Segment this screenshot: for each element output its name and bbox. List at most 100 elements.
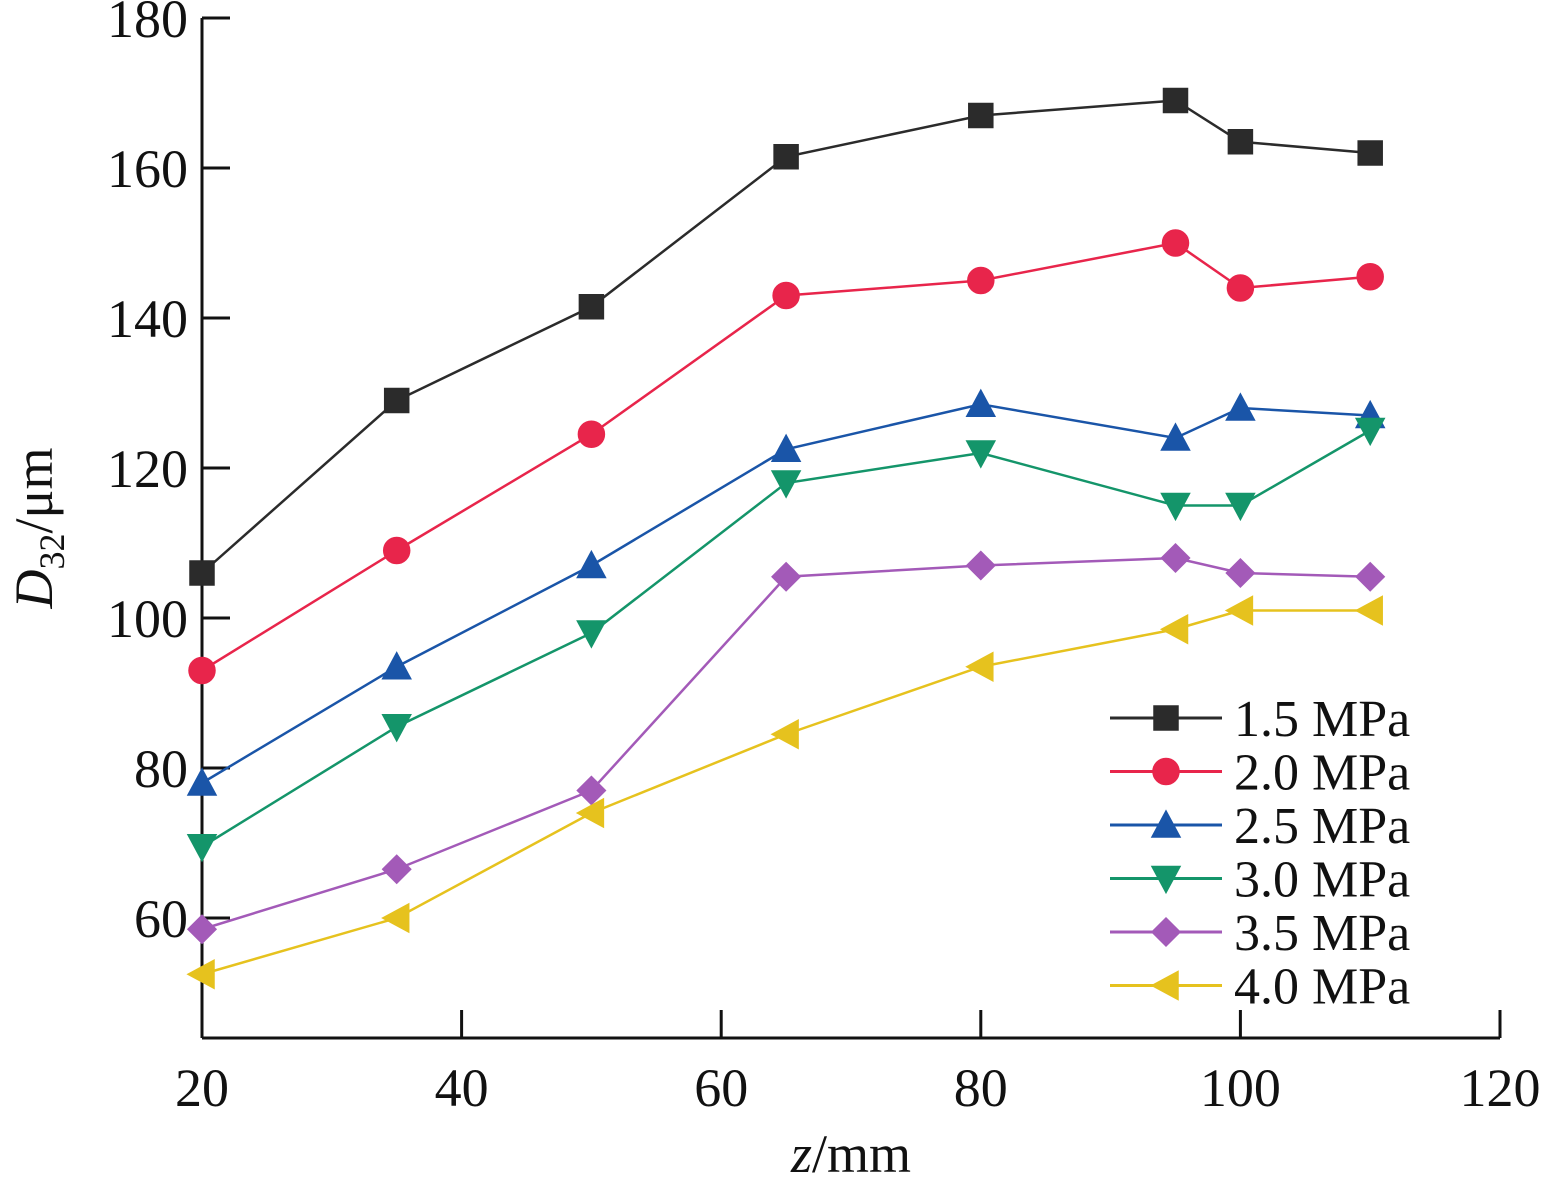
legend-item: 4.0 MPa [1110, 959, 1410, 1016]
data-point-2-5-mpa [1225, 392, 1256, 421]
x-axis-label-var: z [790, 1124, 812, 1177]
x-tick-label: 20 [175, 1058, 229, 1118]
series-line-3-0-mpa [201, 429, 1371, 848]
data-point-1-5-mpa [383, 387, 410, 414]
x-tick-label: 40 [435, 1058, 489, 1118]
data-point-4-0-mpa [381, 902, 410, 934]
legend-marker [1153, 705, 1179, 731]
data-point-1-5-mpa [773, 144, 799, 170]
series-3-5-mpa [186, 542, 1386, 945]
y-tick-label: 120 [107, 439, 188, 499]
x-tick-label: 80 [954, 1058, 1008, 1118]
data-point-3-0-mpa [770, 470, 802, 499]
data-point-3-0-mpa [576, 620, 607, 649]
data-point-2-0-mpa [967, 266, 995, 295]
data-point-3-5-mpa [1225, 557, 1256, 589]
data-point-4-0-mpa [1159, 613, 1189, 645]
y-axis-label-subscript: 32 [32, 533, 72, 569]
legend-item: 2.5 MPa [1110, 798, 1410, 855]
data-point-2-0-mpa [382, 536, 411, 565]
data-point-3-0-mpa [1160, 492, 1191, 522]
data-point-1-5-mpa [968, 102, 994, 129]
data-point-3-5-mpa [186, 914, 218, 945]
x-tick-label: 100 [1200, 1058, 1281, 1118]
data-point-3-0-mpa [1225, 492, 1256, 522]
legend-label: 2.5 MPa [1234, 798, 1410, 855]
axes [200, 18, 1500, 1040]
x-tick-label: 120 [1460, 1058, 1541, 1118]
series-line-3-5-mpa [201, 556, 1371, 931]
data-point-3-0-mpa [381, 714, 412, 743]
x-axis-label-unit: /mm [812, 1124, 911, 1177]
data-point-2-0-mpa [188, 656, 216, 685]
x-tick-label: 60 [694, 1058, 748, 1118]
y-axis-label: D32/μm [4, 448, 72, 610]
y-tick-label: 160 [107, 139, 188, 199]
data-point-3-5-mpa [771, 561, 802, 592]
data-point-3-5-mpa [965, 550, 996, 581]
legend-label: 1.5 MPa [1234, 691, 1410, 748]
series-1-5-mpa [189, 87, 1383, 586]
y-axis-label-unit: /μm [4, 448, 64, 534]
series-2-0-mpa [188, 229, 1384, 685]
data-point-2-5-mpa [576, 549, 607, 579]
legend-marker [1150, 970, 1179, 1001]
data-point-2-5-mpa [186, 767, 218, 796]
legend-marker [1152, 757, 1180, 786]
legend-label: 3.5 MPa [1234, 905, 1410, 962]
data-point-2-5-mpa [1160, 422, 1191, 451]
data-point-3-5-mpa [1160, 542, 1191, 574]
legend-label: 4.0 MPa [1234, 959, 1410, 1016]
data-point-3-5-mpa [381, 854, 412, 885]
data-point-1-5-mpa [1162, 87, 1189, 114]
legend-label: 3.0 MPa [1234, 852, 1410, 909]
data-point-2-5-mpa [965, 388, 997, 417]
y-axis-label-var: D [4, 569, 64, 609]
data-point-2-5-mpa [381, 651, 412, 680]
data-point-1-5-mpa [1227, 129, 1254, 155]
data-point-1-5-mpa [578, 294, 605, 320]
x-ticks: 20 40 60 80 100 120 [175, 1010, 1541, 1118]
legend-item: 1.5 MPa [1110, 691, 1410, 748]
data-point-1-5-mpa [1357, 140, 1383, 166]
data-point-4-0-mpa [770, 718, 799, 750]
data-point-2-5-mpa [770, 433, 802, 462]
data-point-2-0-mpa [1356, 263, 1384, 291]
data-point-2-0-mpa [772, 281, 800, 310]
data-point-4-0-mpa [1354, 595, 1383, 626]
y-tick-label: 140 [107, 289, 188, 349]
series-4-0-mpa [186, 595, 1383, 990]
legend-marker [1150, 916, 1182, 948]
data-point-2-0-mpa [1161, 229, 1190, 257]
data-point-3-5-mpa [1355, 561, 1386, 592]
data-point-4-0-mpa [965, 651, 994, 683]
data-point-3-0-mpa [1354, 417, 1386, 447]
data-point-3-0-mpa [965, 440, 997, 469]
legend-item: 3.0 MPa [1110, 852, 1410, 909]
legend-label: 2.0 MPa [1234, 745, 1410, 802]
y-ticks: 60 80 100 120 140 160 180 [107, 0, 230, 949]
y-tick-label: 80 [134, 739, 188, 799]
y-tick-label: 60 [134, 889, 188, 949]
series-2-5-mpa [186, 388, 1386, 796]
legend-marker [1150, 809, 1182, 838]
legend-item: 2.0 MPa [1110, 745, 1410, 802]
data-point-1-5-mpa [189, 560, 215, 586]
y-tick-label: 180 [107, 0, 188, 49]
data-point-3-5-mpa [576, 775, 607, 806]
y-tick-label: 100 [107, 589, 188, 649]
data-point-2-0-mpa [1226, 274, 1255, 302]
data-point-4-0-mpa [1224, 595, 1254, 626]
series-line-1-5-mpa [201, 99, 1371, 574]
x-axis-label: z/mm [790, 1124, 911, 1177]
data-point-3-0-mpa [186, 834, 218, 863]
series-3-0-mpa [186, 417, 1386, 863]
data-point-2-0-mpa [577, 420, 606, 448]
series-group [186, 87, 1386, 990]
data-point-4-0-mpa [186, 958, 215, 990]
legend-item: 3.5 MPa [1110, 905, 1410, 962]
data-point-4-0-mpa [575, 797, 605, 829]
legend-marker [1150, 865, 1182, 895]
